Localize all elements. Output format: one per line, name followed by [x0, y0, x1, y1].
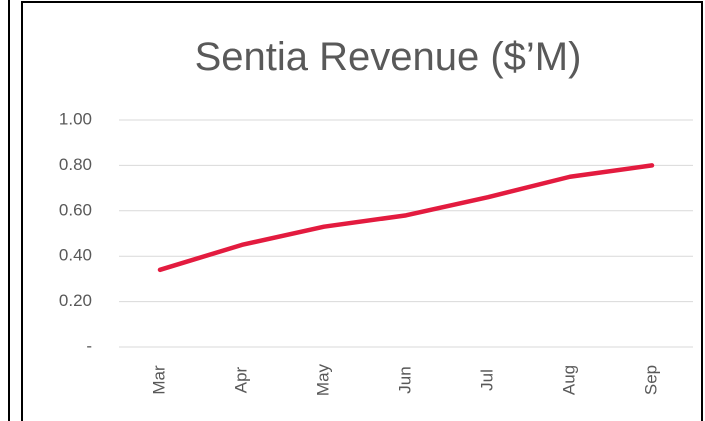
- y-tick-label: 0.40: [59, 246, 92, 265]
- chart-frame: [21, 1, 703, 421]
- chart-title: Sentia Revenue ($’M): [195, 35, 582, 79]
- x-tick-label: Jun: [395, 366, 414, 393]
- y-tick-label: 1.00: [59, 109, 92, 128]
- y-tick-label: 0.80: [59, 155, 92, 174]
- y-tick-label: 0.60: [59, 200, 92, 219]
- x-tick-label: Apr: [231, 366, 250, 393]
- x-tick-label: Sep: [641, 365, 660, 395]
- plot-area: - 0.20 0.40 0.60 0.80 1.00 Mar Apr May Jun Jul Aug S…: [59, 109, 693, 396]
- y-tick-label: -: [86, 336, 92, 355]
- x-tick-label: May: [313, 363, 332, 396]
- x-tick-label: Aug: [559, 365, 578, 395]
- data-line: [157, 163, 655, 273]
- x-tick-label: Jul: [477, 369, 496, 391]
- y-tick-label: 0.20: [59, 291, 92, 310]
- x-tick-label: Mar: [149, 365, 168, 395]
